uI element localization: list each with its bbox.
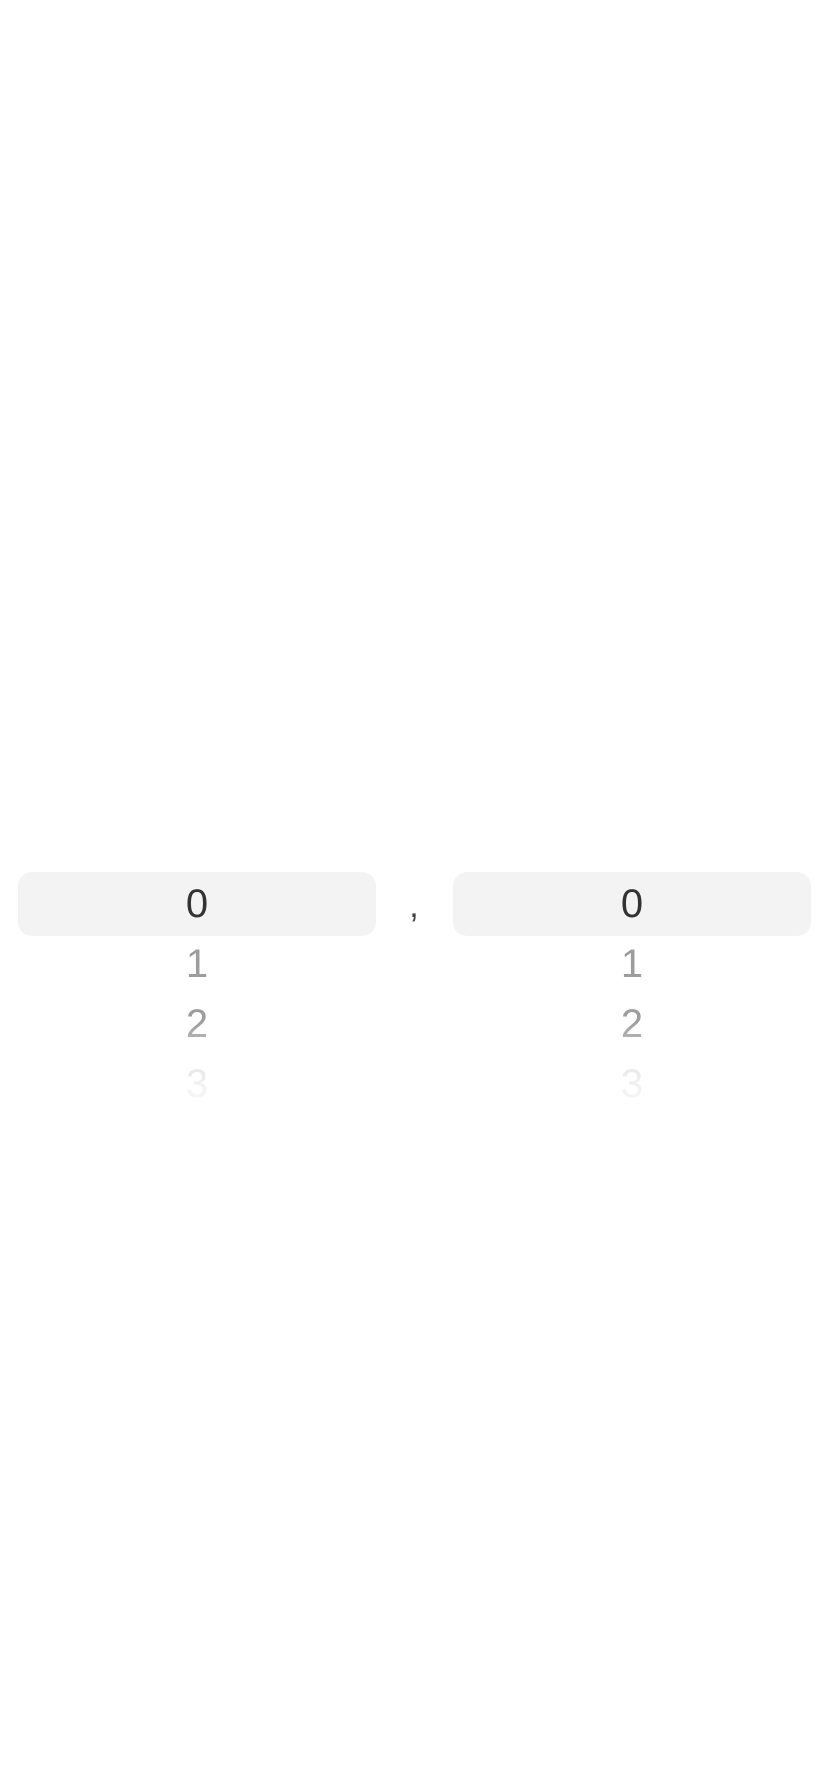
picker-option[interactable]: 2 — [620, 1002, 644, 1046]
number-picker: 0 1 2 3 , 0 1 2 3 — [0, 872, 828, 1112]
picker-option[interactable]: 3 — [620, 1062, 644, 1106]
picker-separator: , — [409, 887, 419, 925]
picker-option-selected[interactable]: 0 — [185, 882, 209, 926]
right-picker-wheel[interactable]: 0 1 2 3 — [453, 872, 811, 1112]
picker-option-selected[interactable]: 0 — [620, 882, 644, 926]
picker-option[interactable]: 3 — [185, 1062, 209, 1106]
picker-option[interactable]: 1 — [185, 942, 209, 986]
picker-option[interactable]: 1 — [620, 942, 644, 986]
selection-highlight — [453, 872, 811, 936]
selection-highlight — [18, 872, 376, 936]
left-picker-wheel[interactable]: 0 1 2 3 — [18, 872, 376, 1112]
picker-option[interactable]: 2 — [185, 1002, 209, 1046]
